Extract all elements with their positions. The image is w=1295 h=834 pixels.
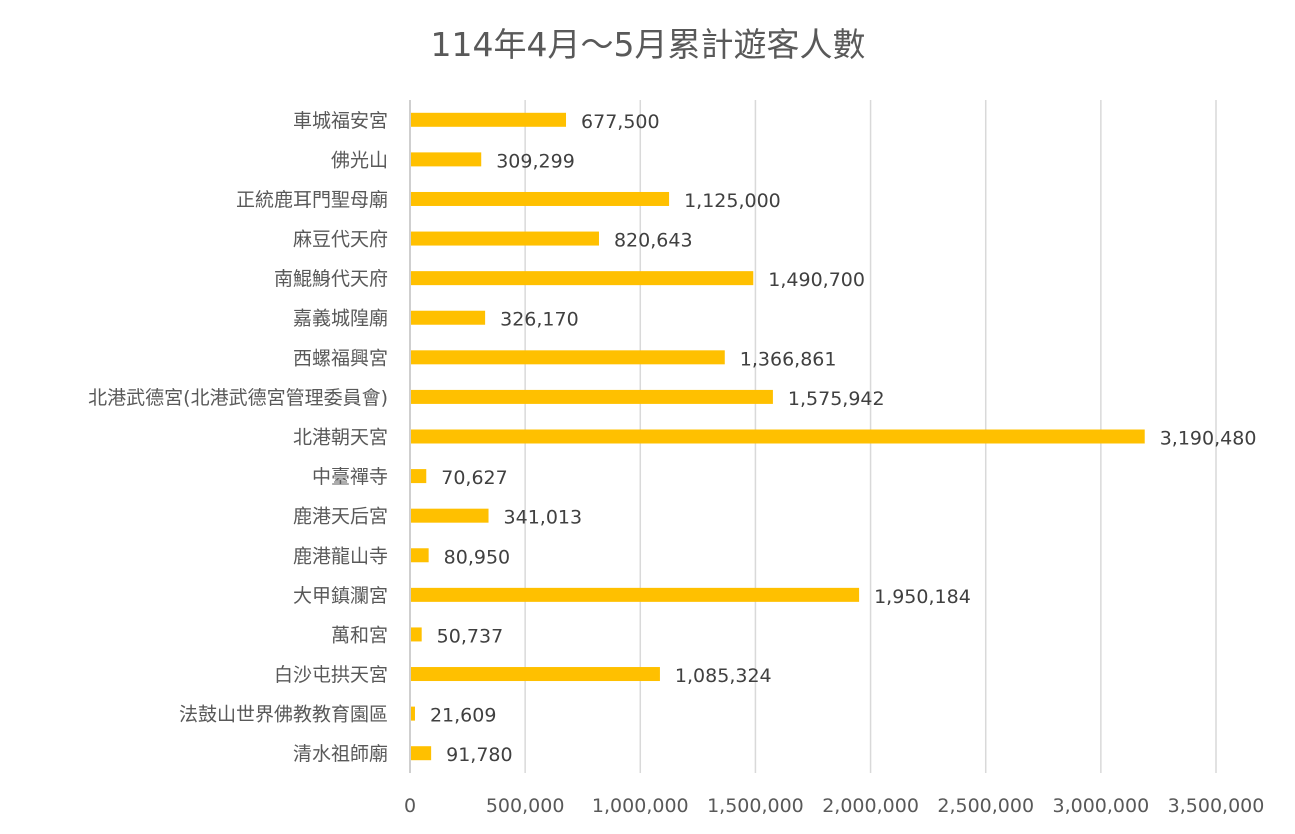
category-label: 麻豆代天府 [293,229,388,251]
bar [411,191,670,206]
data-label: 677,500 [581,111,660,133]
category-label: 大甲鎮瀾宮 [293,585,388,607]
data-labels: 677,500 309,299 1,125,000 820,643 1,490,700 3… [430,111,1256,766]
category-label: 嘉義城隍廟 [293,308,388,330]
category-label: 車城福安宮 [293,110,388,132]
category-label: 北港武德宮(北港武德宮管理委員會) [88,387,388,409]
bar [411,429,1145,444]
bar [411,548,429,563]
category-label: 北港朝天宮 [293,427,388,449]
x-tick-label: 1,000,000 [592,795,689,817]
x-tick-labels: 0 500,000 1,000,000 1,500,000 2,000,000 2,500… [404,795,1264,817]
category-label: 西螺福興宮 [293,347,388,369]
category-label: 法鼓山世界佛教教育園區 [179,704,388,726]
bar [411,706,415,721]
category-label: 清水祖師廟 [293,743,388,765]
data-label: 1,950,184 [874,586,971,608]
data-label: 1,575,942 [788,388,885,410]
data-label: 3,190,480 [1160,428,1257,450]
data-label: 1,125,000 [684,190,781,212]
data-label: 820,643 [614,230,693,252]
category-label: 正統鹿耳門聖母廟 [236,189,388,211]
bar [411,627,422,642]
bars [411,112,1145,761]
bar [411,271,754,286]
x-tick-label: 500,000 [486,795,565,817]
data-label: 80,950 [444,546,510,568]
data-label: 21,609 [430,705,496,727]
x-tick-label: 1,500,000 [707,795,804,817]
bar [411,667,660,682]
data-label: 1,085,324 [675,665,772,687]
category-labels: 車城福安宮佛光山正統鹿耳門聖母廟麻豆代天府南鯤鯓代天府嘉義城隍廟西螺福興宮北港武… [88,110,388,765]
category-label: 鹿港天后宮 [293,506,388,528]
data-label: 91,780 [446,744,512,766]
x-tick-label: 3,500,000 [1168,795,1265,817]
category-label: 中臺禪寺 [312,466,388,488]
x-tick-label: 2,000,000 [822,795,919,817]
data-label: 1,490,700 [768,269,865,291]
bar [411,310,486,325]
x-tick-label: 0 [404,795,416,817]
data-label: 326,170 [500,309,579,331]
category-label: 佛光山 [331,149,388,171]
bar [411,231,599,246]
data-label: 70,627 [441,467,507,489]
category-label: 白沙屯拱天宮 [274,664,388,686]
data-label: 309,299 [496,150,575,172]
bar [411,389,773,404]
bar [411,508,489,523]
bar [411,746,432,761]
bar [411,112,567,127]
category-label: 鹿港龍山寺 [293,545,388,567]
bar [411,350,725,365]
category-label: 萬和宮 [331,624,388,646]
bar [411,469,427,484]
data-label: 341,013 [504,507,583,529]
data-label: 50,737 [437,625,503,647]
x-tick-label: 3,000,000 [1053,795,1150,817]
bar [411,152,482,167]
data-label: 1,366,861 [740,348,837,370]
bar [411,587,860,602]
chart-title: 114年4月～5月累計遊客人數 [431,25,866,64]
x-tick-label: 2,500,000 [937,795,1034,817]
category-label: 南鯤鯓代天府 [274,268,388,290]
